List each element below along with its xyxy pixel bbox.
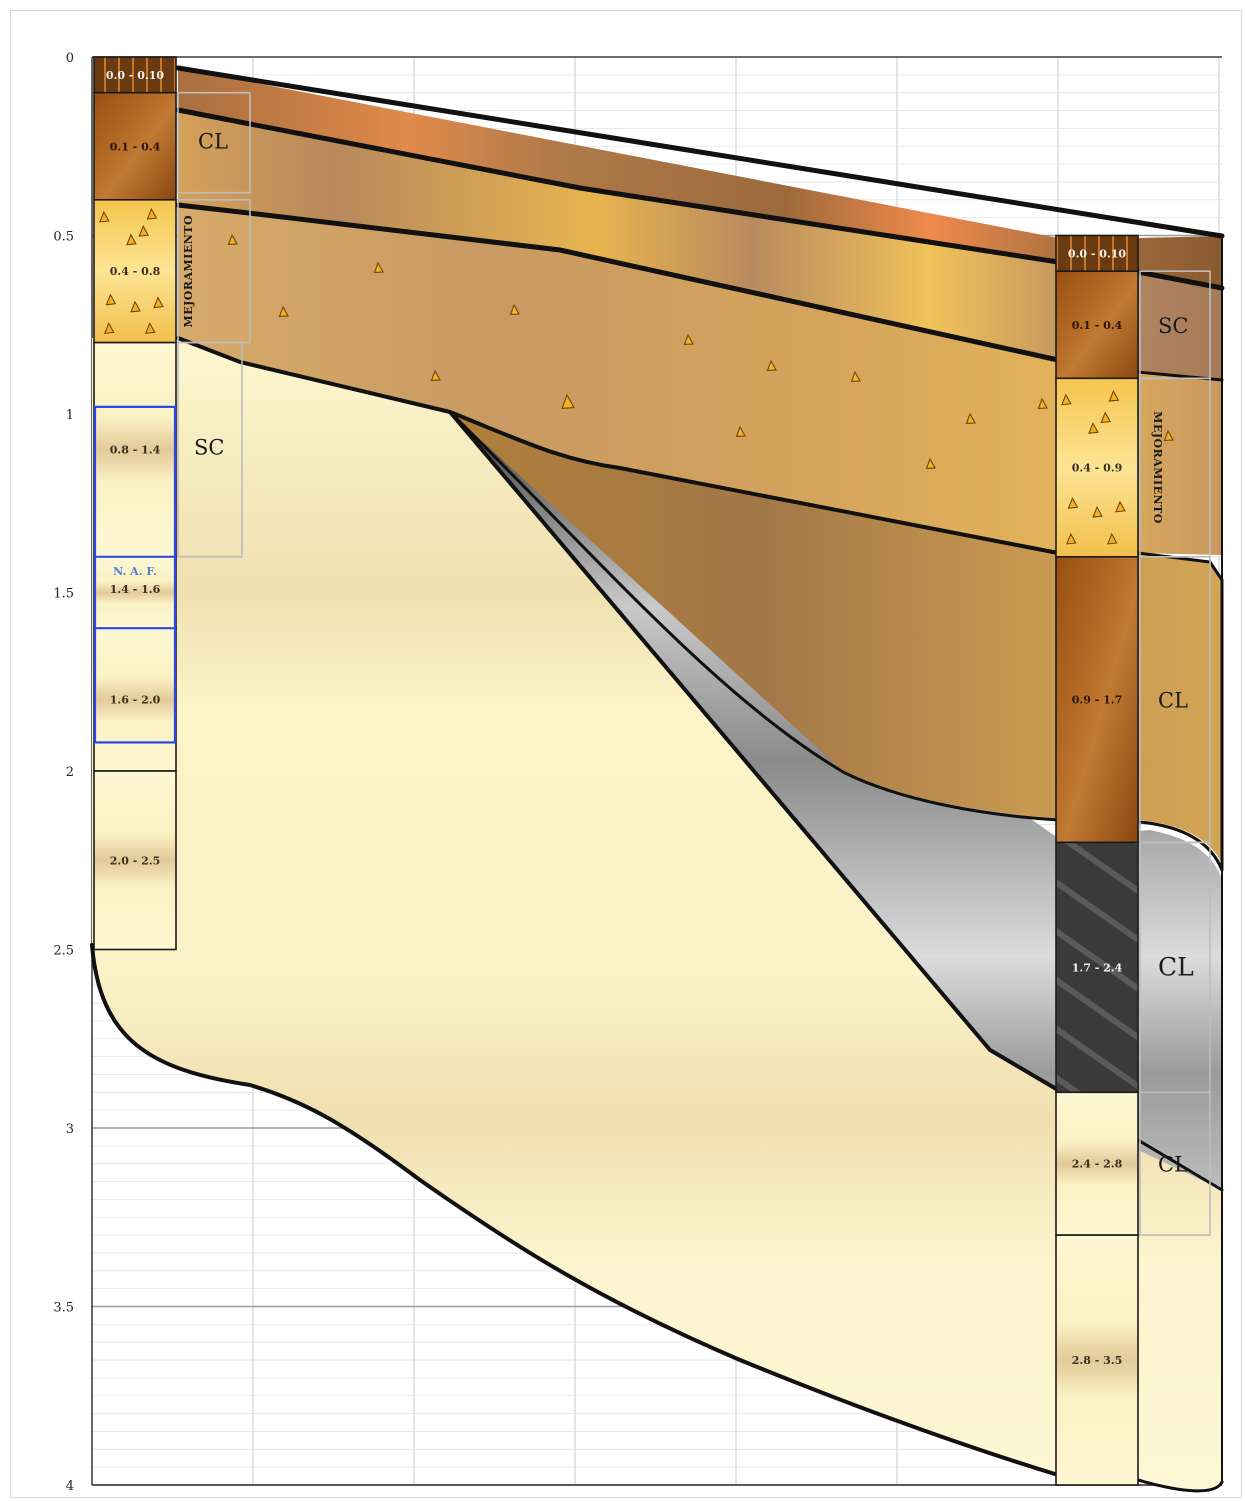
borehole-layer [1055,1091,1139,1236]
gravel-pebble [683,333,694,346]
gravel-pebble [1163,429,1174,442]
gravel-pebble [965,412,976,425]
layer-range-label: 1.4 - 1.6 [110,583,161,596]
uscs-vertical-label: MEJORAMIENTO [182,215,195,328]
gravel-pebble [153,296,164,309]
stratum-sand-body [92,338,1222,1490]
uscs-labels: CL MEJORAMIENTO SC SC MEJORAMIENTO CL CL CL [177,91,1211,1236]
layer-range-label: 2.0 - 2.5 [110,854,161,867]
gravel-pebble [1092,506,1103,518]
gravel-pebble [99,210,110,223]
gravel-pebble [146,207,158,220]
uscs-label: CL [1158,952,1194,981]
y-tick-label: 2.5 [53,944,74,959]
water-table-label: N. A. F. [113,565,157,578]
stratum-brown-clay-wedge [450,412,1222,862]
layer-range-label: 0.1 - 0.4 [1072,319,1123,332]
stratum-cl-band [178,110,1222,380]
gravel-pebble [561,393,575,409]
layer-range-label: 2.4 - 2.8 [1072,1158,1123,1171]
strata-layers [90,65,1225,1493]
layer-range-label: 0.8 - 1.4 [110,444,161,457]
gravel-pebbles [227,233,1174,470]
uscs-label: CL [1158,1153,1188,1177]
uscs-box [177,91,251,194]
gravel-pebble [1088,422,1099,434]
gravel-pebble [144,322,156,334]
gravel-pebble [509,303,520,316]
borehole-columns: 0.0 - 0.10 0.1 - 0.4 0.4 - 0.8 0.8 - 1.4 N. … [93,56,1139,1486]
borehole-layer [1055,1234,1139,1486]
gravel-pebble [1115,500,1126,513]
depth-axis: 0 0.5 1 1.5 2 2.5 3 3.5 4 [53,51,74,1494]
borehole-left: 0.0 - 0.10 0.1 - 0.4 0.4 - 0.8 0.8 - 1.4 N. … [93,56,177,951]
water-table-zone [93,405,177,744]
gravel-pebble [138,225,150,237]
borehole-layer [1055,841,1139,1094]
y-tick-label: 0 [66,51,74,66]
layer-range-label: 0.4 - 0.9 [1072,462,1123,475]
gravel-pebble [735,425,746,438]
borehole-right: 0.0 - 0.10 0.1 - 0.4 0.4 - 0.9 0.9 - 1.7 1.7… [1055,234,1139,1486]
y-tick-label: 0.5 [53,230,74,245]
gravel-pebble [103,322,115,334]
gravel-pebble [130,300,141,313]
gravel-pebble [430,369,441,382]
gravel-pebble [1037,397,1048,410]
gravel-pebble [1108,389,1120,402]
layer-range-label: 2.8 - 3.5 [1072,1354,1123,1367]
gravel-pebble [278,305,289,318]
layer-range-label: 0.4 - 0.8 [110,265,161,278]
borehole-layer [1055,270,1139,380]
gravel-pebble [105,293,117,306]
y-tick-label: 3.5 [53,1301,74,1316]
gravel-pebble [126,233,137,246]
uscs-label: SC [1158,314,1188,338]
layer-range-label: 0.1 - 0.4 [110,140,161,153]
y-tick-label: 2 [66,765,74,780]
layer-range-label: 0.0 - 0.10 [1068,247,1126,260]
uscs-label: CL [198,130,228,154]
gravel-pebble [850,370,861,383]
layer-range-label: 0.0 - 0.10 [106,69,164,82]
uscs-label: CL [1158,689,1188,713]
uscs-box [1139,1091,1211,1236]
borehole-layer [93,56,177,94]
stratum-top-band [178,68,1222,288]
stratum-fill-band [178,205,1222,555]
layer-range-label: 0.9 - 1.7 [1072,694,1123,707]
gravel-pebble [1065,532,1077,545]
y-tick-label: 4 [66,1479,74,1494]
borehole-layer [1055,555,1139,844]
borehole-layer [1055,234,1139,273]
gravel-pebble [1106,532,1118,545]
y-tick-label: 3 [66,1122,74,1137]
gravel-pebble [227,233,238,246]
gravel-pebble [1061,393,1072,406]
borehole-layer [93,770,177,951]
borehole-layer [93,199,177,344]
uscs-box [177,341,243,558]
borehole-layer [1055,377,1139,558]
gravel-pebble [1067,497,1079,509]
gravel-pebble [373,261,384,274]
borehole-layer [93,341,177,558]
layer-range-label: 1.7 - 2.4 [1072,961,1123,974]
y-tick-label: 1.5 [53,587,74,602]
figure-frame [10,10,1242,1498]
gravel-pebble [1100,411,1112,424]
gravel-pebble [766,359,777,372]
uscs-label: SC [194,436,224,460]
y-tick-label: 1 [66,408,74,423]
uscs-vertical-label: MEJORAMIENTO [1151,411,1164,524]
layer-range-label: 1.6 - 2.0 [110,694,161,707]
gravel-pebble [925,457,936,470]
